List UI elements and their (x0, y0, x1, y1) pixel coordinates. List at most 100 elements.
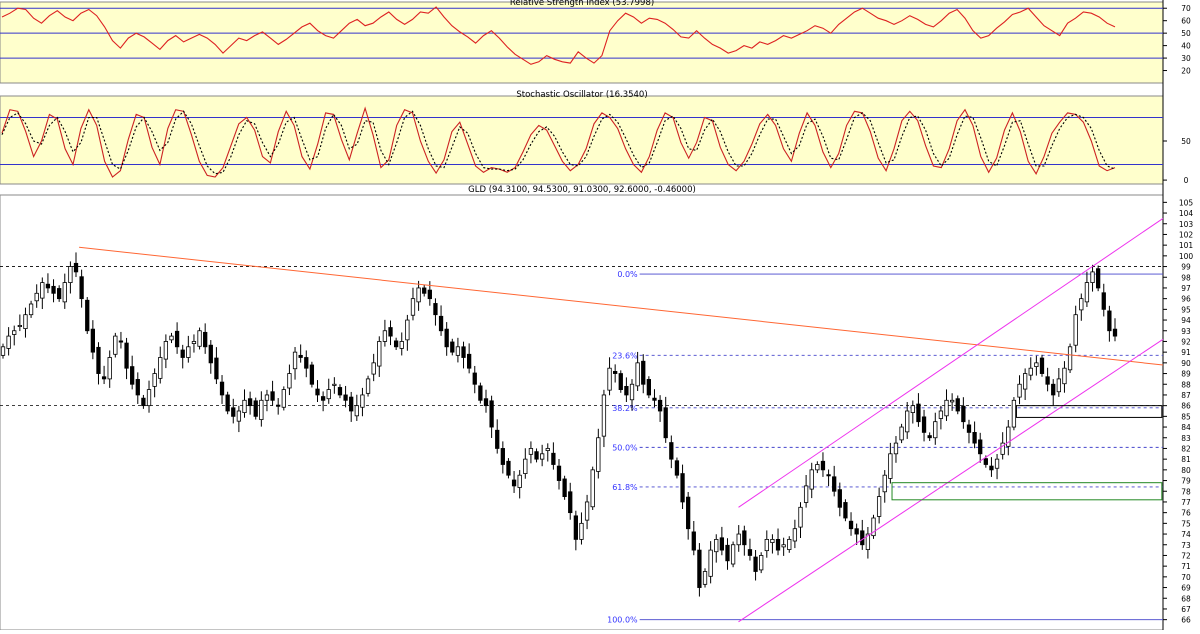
candle-body (938, 410, 944, 419)
candle-body (393, 340, 399, 348)
candle-body (1079, 298, 1084, 311)
y-tick-label: 87 (1181, 391, 1191, 400)
y-tick-label: 40 (1181, 42, 1191, 51)
price-panel-background (0, 194, 1164, 631)
candle-body (736, 533, 741, 546)
candle-body (281, 389, 286, 408)
y-tick-label: 98 (1181, 273, 1191, 282)
y-tick-label: 83 (1181, 434, 1191, 443)
y-tick-label: 89 (1181, 370, 1191, 379)
y-tick-label: 69 (1181, 584, 1191, 593)
candle-body (1062, 367, 1067, 385)
candle-body (680, 473, 685, 503)
candle-body (955, 398, 960, 412)
candle-body (590, 469, 595, 508)
candle-body (905, 410, 910, 433)
candle-body (214, 357, 219, 380)
candle-body (242, 399, 247, 414)
candle-body (1034, 362, 1039, 367)
candle-body (983, 458, 988, 465)
candle-body (113, 335, 118, 355)
rsi-layer (0, 6, 1163, 65)
candle-body (787, 539, 792, 550)
candle-body (365, 378, 371, 394)
candle-body (809, 469, 814, 490)
candle-body (304, 357, 309, 369)
y-tick-label: 91 (1181, 348, 1191, 357)
candle-body (354, 405, 359, 417)
price-layer: 0.0% 23.6% 38.2% 50.0% 61.8% 100.0% (0, 217, 1164, 625)
candle-body (742, 530, 747, 546)
candle-body (472, 372, 477, 385)
candle-body (1028, 367, 1033, 376)
candle-body (1084, 282, 1090, 303)
candle-body (124, 342, 129, 369)
candle-body (1000, 442, 1005, 455)
candle-body (989, 465, 994, 471)
candle-body (1011, 399, 1017, 428)
candle-body (629, 383, 635, 401)
candle-body (1051, 383, 1056, 396)
y-tick-label: 102 (1179, 230, 1194, 239)
candle-body (388, 327, 393, 337)
candle-body (1073, 314, 1078, 346)
candle-body (264, 394, 270, 401)
target-zone-box (891, 482, 1163, 501)
y-tick-label: 30 (1181, 54, 1191, 63)
y-tick-label: 82 (1181, 444, 1191, 453)
candle-body (371, 362, 376, 375)
y-tick-label: 80 (1181, 466, 1191, 475)
candle-body (798, 506, 803, 528)
candle-body (865, 533, 871, 550)
rsi-line (1, 6, 1116, 65)
candle-body (686, 496, 691, 530)
candle-body (73, 262, 79, 273)
candle-body (180, 349, 185, 358)
candle-body (1039, 357, 1045, 374)
rsi-panel-background (0, 1, 1164, 84)
candle-body (399, 341, 404, 349)
candle-body (0, 346, 6, 356)
y-tick-label: 76 (1181, 509, 1191, 518)
candle-body (511, 479, 517, 487)
y-tick-label: 66 (1181, 616, 1191, 625)
candle-body (236, 410, 242, 422)
candle-body (360, 394, 365, 408)
y-tick-label: 84 (1181, 423, 1191, 432)
stochastic-d-line (1, 110, 1116, 175)
stochastic-panel-background (0, 95, 1164, 185)
candle-body (601, 394, 607, 437)
candle-body (315, 388, 320, 396)
candle-body (860, 530, 865, 546)
candle-body (1045, 376, 1050, 385)
y-tick-label: 77 (1181, 498, 1191, 507)
candle-body (927, 435, 932, 439)
candle-body (528, 448, 534, 455)
candle-body (759, 555, 764, 571)
candle-body (506, 460, 511, 476)
candle-body (450, 341, 455, 353)
candle-body (191, 341, 197, 344)
candle-body (169, 335, 174, 341)
candle-body (287, 373, 292, 389)
candle-body (674, 460, 680, 476)
candle-body (961, 405, 966, 423)
candle-body (910, 405, 915, 414)
candle-body (6, 335, 11, 349)
candle-body (832, 476, 837, 492)
candle-body (523, 458, 528, 474)
candle-body (972, 431, 977, 444)
candle-body (691, 531, 696, 551)
candle-body (51, 285, 56, 294)
y-tick-label: 103 (1179, 220, 1194, 229)
candle-body (186, 346, 191, 358)
candle-body (461, 346, 466, 358)
y-tick-label: 70 (1181, 4, 1191, 13)
y-tick-label: 70 (1181, 573, 1191, 582)
candle-body (641, 360, 646, 385)
y-tick-label: 71 (1181, 562, 1191, 571)
candle-body (568, 491, 573, 514)
candle-body (966, 424, 972, 433)
y-tick-label: 20 (1181, 67, 1191, 76)
